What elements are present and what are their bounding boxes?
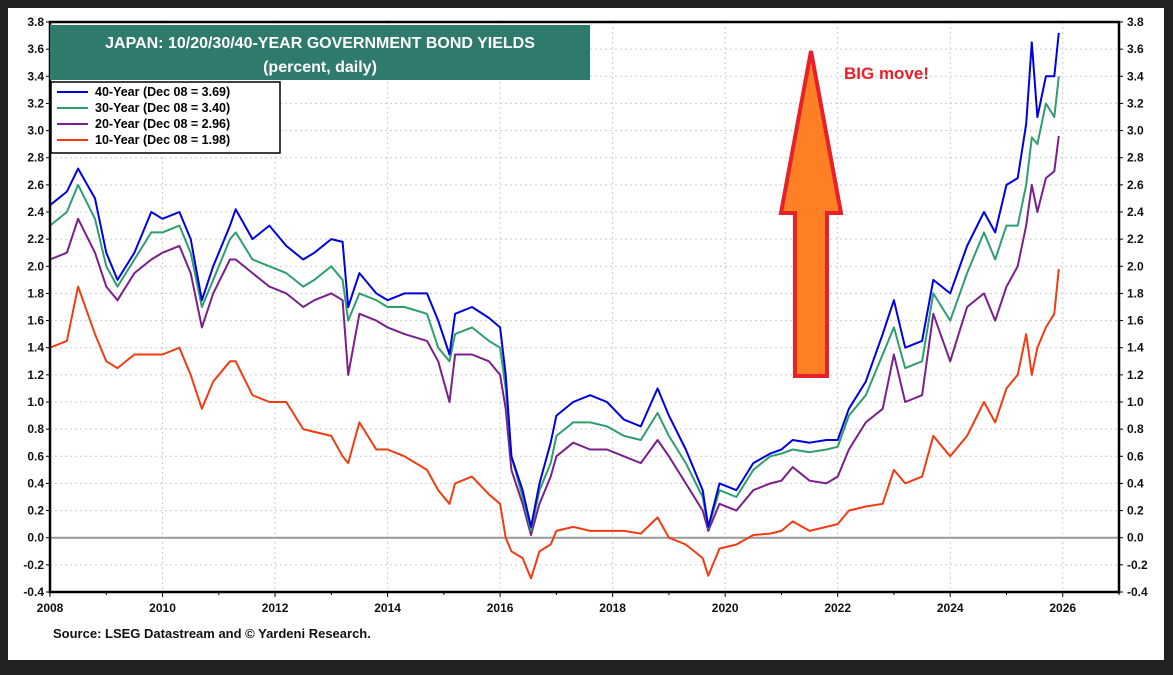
title-box: JAPAN: 10/20/30/40-YEAR GOVERNMENT BOND … bbox=[50, 25, 590, 80]
title-background bbox=[50, 25, 590, 80]
y-tick-label-right: -0.4 bbox=[1127, 585, 1148, 599]
y-tick-label-left: -0.2 bbox=[23, 558, 44, 572]
annotation-text: BIG move! bbox=[844, 64, 929, 83]
series-line-20-year bbox=[49, 135, 1060, 536]
y-tick-label-right: 3.4 bbox=[1127, 69, 1144, 83]
y-tick-label-right: 0.6 bbox=[1127, 449, 1144, 463]
series-line-10-year bbox=[49, 268, 1060, 580]
y-tick-label-left: 0.4 bbox=[27, 476, 44, 490]
x-tick-label: 2018 bbox=[599, 601, 626, 615]
series-line-30-year bbox=[49, 76, 1060, 532]
y-tick-label-left: 2.6 bbox=[27, 178, 44, 192]
legend-label: 10-Year (Dec 08 = 1.98) bbox=[95, 133, 230, 147]
y-tick-label-right: 3.8 bbox=[1127, 15, 1144, 29]
y-tick-label-right: 3.6 bbox=[1127, 42, 1144, 56]
y-tick-label-right: -0.2 bbox=[1127, 558, 1148, 572]
y-tick-label-right: 2.2 bbox=[1127, 232, 1144, 246]
y-tick-label-right: 0.2 bbox=[1127, 504, 1144, 518]
y-tick-label-left: 1.0 bbox=[27, 395, 44, 409]
y-tick-label-left: 3.2 bbox=[27, 96, 44, 110]
y-tick-label-right: 0.0 bbox=[1127, 531, 1144, 545]
x-tick-label: 2016 bbox=[487, 601, 514, 615]
legend-label: 20-Year (Dec 08 = 2.96) bbox=[95, 117, 230, 131]
y-tick-label-left: 2.8 bbox=[27, 151, 44, 165]
x-tick-label: 2024 bbox=[937, 601, 964, 615]
x-tick-label: 2022 bbox=[824, 601, 851, 615]
y-tick-label-right: 3.2 bbox=[1127, 96, 1144, 110]
y-tick-label-right: 2.4 bbox=[1127, 205, 1144, 219]
y-tick-label-right: 1.8 bbox=[1127, 286, 1144, 300]
y-tick-label-left: 3.4 bbox=[27, 69, 44, 83]
y-tick-label-right: 2.6 bbox=[1127, 178, 1144, 192]
y-tick-label-left: -0.4 bbox=[23, 585, 44, 599]
y-axis-right: 3.8 3.6 3.4 3.2 3.0 2.8 2.6 2.4 2.2 2.0 1.8 1.6 1.4 1… bbox=[1119, 15, 1148, 599]
x-tick-label: 2026 bbox=[1049, 601, 1076, 615]
y-tick-label-left: 1.6 bbox=[27, 314, 44, 328]
x-tick-label: 2008 bbox=[37, 601, 64, 615]
y-tick-label-left: 3.8 bbox=[27, 15, 44, 29]
y-tick-label-left: 1.4 bbox=[27, 341, 44, 355]
legend: 40-Year (Dec 08 = 3.69) 30-Year (Dec 08 =… bbox=[50, 81, 281, 154]
series-line-40-year bbox=[49, 32, 1060, 528]
series-lines bbox=[49, 32, 1060, 580]
big-move-arrow bbox=[778, 50, 844, 378]
y-axis-left: 3.8 3.6 3.4 3.2 3.0 2.8 2.6 2.4 2.2 2.0 1.8 1.6 1.4 1… bbox=[23, 15, 50, 599]
y-tick-label-left: 0.0 bbox=[27, 531, 44, 545]
y-tick-label-right: 1.4 bbox=[1127, 341, 1144, 355]
y-tick-label-right: 3.0 bbox=[1127, 124, 1144, 138]
x-tick-label: 2010 bbox=[149, 601, 176, 615]
y-tick-label-left: 0.6 bbox=[27, 449, 44, 463]
y-tick-label-right: 0.4 bbox=[1127, 476, 1144, 490]
y-tick-label-left: 1.2 bbox=[27, 368, 44, 382]
plot-frame bbox=[48, 20, 1121, 594]
x-tick-label: 2020 bbox=[712, 601, 739, 615]
legend-label: 30-Year (Dec 08 = 3.40) bbox=[95, 101, 230, 115]
y-tick-label-right: 2.0 bbox=[1127, 259, 1144, 273]
y-tick-label-right: 1.6 bbox=[1127, 314, 1144, 328]
y-tick-label-left: 0.2 bbox=[27, 504, 44, 518]
x-tick-label: 2012 bbox=[262, 601, 289, 615]
y-tick-label-left: 3.0 bbox=[27, 124, 44, 138]
y-tick-label-left: 3.6 bbox=[27, 42, 44, 56]
legend-label: 40-Year (Dec 08 = 3.69) bbox=[95, 85, 230, 99]
y-tick-label-right: 1.0 bbox=[1127, 395, 1144, 409]
up-arrow-icon bbox=[778, 50, 844, 378]
y-tick-label-left: 2.4 bbox=[27, 205, 44, 219]
y-tick-label-left: 2.0 bbox=[27, 259, 44, 273]
x-tick-label: 2014 bbox=[374, 601, 401, 615]
y-tick-label-left: 1.8 bbox=[27, 286, 44, 300]
chart-subtitle: (percent, daily) bbox=[263, 59, 377, 76]
y-tick-label-right: 1.2 bbox=[1127, 368, 1144, 382]
source-note: Source: LSEG Datastream and © Yardeni Re… bbox=[53, 626, 371, 641]
y-tick-label-right: 2.8 bbox=[1127, 151, 1144, 165]
y-tick-label-left: 0.8 bbox=[27, 422, 44, 436]
y-tick-label-right: 0.8 bbox=[1127, 422, 1144, 436]
y-tick-label-left: 2.2 bbox=[27, 232, 44, 246]
chart-title: JAPAN: 10/20/30/40-YEAR GOVERNMENT BOND … bbox=[105, 35, 535, 52]
